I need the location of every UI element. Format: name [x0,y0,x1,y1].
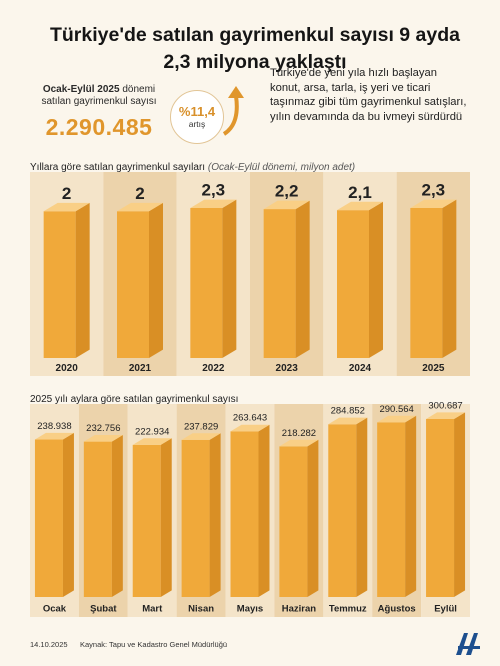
category-label: Eylül [434,603,457,614]
category-label: 2020 [56,363,79,374]
bar-side-2023 [295,200,310,358]
bar-value-label: 2,1 [348,183,372,202]
bar-top-Temmuz [328,417,368,425]
bar-2023 [263,209,296,358]
category-label: 2024 [349,363,372,374]
bar-Ocak [34,439,63,597]
bar-value-label: 222.934 [135,426,169,437]
kpi-value: 2.290.485 [45,114,153,140]
category-label: Temmuz [329,603,367,614]
category-label: Şubat [90,603,117,614]
bar-top-2024 [337,201,383,211]
bar-Mart [132,444,161,597]
headline-line-2: 2,3 milyona yaklaştı [163,51,347,73]
bar-side-Mart [160,438,172,597]
footer-source: Kaynak: Tapu ve Kadastro Genel Müdürlüğü [80,640,228,649]
headline: Türkiye'de satılan gayrimenkul sayısı 9 … [30,22,480,76]
bar-top-Haziran [279,439,319,447]
bar-value-label: 232.756 [86,423,120,434]
yearly-subtitle-text: (Ocak-Eylül dönemi, milyon adet) [207,162,356,173]
bar-side-2025 [442,199,457,358]
category-label: 2022 [202,363,225,374]
bar-Ağustos [377,422,406,597]
bar-top-Ağustos [377,415,417,423]
bar-top-Mart [132,438,172,445]
bar-value-label: 218.282 [282,428,316,439]
bar-top-Şubat [83,434,123,442]
kpi-label: Ocak-Eylül 2025 dönemi satılan gayrimenk… [30,84,168,108]
bar-top-Ocak [34,432,74,440]
bar-value-label: 284.852 [331,406,365,417]
bar-side-Nisan [209,433,221,597]
bar-value-label: 238.938 [37,421,71,432]
badge-label: artış [188,119,206,129]
headline-line-1: Türkiye'de satılan gayrimenkul sayısı 9 … [49,24,460,46]
bar-side-2020 [75,202,90,358]
category-label: 2021 [129,363,152,374]
bar-side-2021 [149,202,163,358]
category-label: 2023 [276,363,299,374]
yearly-chart: 2 2020 2 2021 2,3 2022 2,2 2023 2,1 2024 2,3 2025 [30,172,470,376]
bar-value-label: 2,2 [275,182,299,201]
kpi-label-line2: satılan gayrimenkul sayısı [41,96,157,107]
category-label: Ağustos [378,603,416,614]
bar-top-2021 [117,202,163,212]
bar-2021 [117,211,149,358]
bar-value-label: 300.687 [428,400,462,411]
kpi-box: Ocak-Eylül 2025 dönemi satılan gayrimenk… [30,84,168,142]
bar-top-Eylül [426,412,466,419]
bar-2025 [410,208,443,358]
bar-top-Mayıs [230,424,270,432]
bar-top-2023 [263,200,310,210]
description: Türkiye'de yeni yıla hızlı başlayan konu… [270,67,467,123]
bar-side-Haziran [307,439,319,597]
bar-Temmuz [328,424,357,597]
bar-Haziran [279,446,308,597]
increase-badge: %11,4 artış [170,90,224,144]
bar-Eylül [426,419,455,597]
bar-Mayıs [230,431,259,597]
bar-top-2025 [410,199,457,208]
category-label: Mart [142,603,163,614]
bar-value-label: 2 [62,184,71,203]
yearly-title-text: Yıllara göre satılan gayrimenkul sayılar… [30,162,206,173]
bar-side-Temmuz [356,417,368,597]
bar-value-label: 263.643 [233,413,267,424]
footer-date: 14.10.2025 [30,640,68,649]
bar-side-Mayıs [258,424,270,597]
bar-Şubat [83,441,112,597]
badge-percent: %11,4 [178,104,216,119]
bar-value-label: 237.829 [184,421,218,432]
bar-2022 [190,208,223,358]
bar-side-Ağustos [405,415,417,597]
bar-side-2022 [222,199,237,358]
bar-2020 [43,211,76,358]
yearly-chart-title: Yıllara göre satılan gayrimenkul sayılar… [30,162,355,173]
category-label: Nisan [188,603,214,614]
bar-2024 [337,210,369,358]
bar-side-Ocak [62,432,74,597]
monthly-chart-title: 2025 yılı aylara göre satılan gayrimenku… [30,394,239,405]
bar-value-label: 2,3 [422,181,446,200]
category-label: 2025 [422,363,445,374]
aa-logo-icon [456,633,480,655]
monthly-chart: 238.938 Ocak 232.756 Şubat 222.934 Mart 237.82… [30,400,470,617]
bar-value-label: 290.564 [379,404,413,415]
kpi-label-rest: dönemi [119,84,156,95]
bar-side-2024 [369,201,383,358]
category-label: Mayıs [237,603,263,614]
bar-value-label: 2 [135,184,144,203]
bar-top-2022 [190,199,237,208]
bar-value-label: 2,3 [202,181,226,200]
bar-Nisan [181,439,210,597]
bar-side-Şubat [111,434,123,597]
category-label: Haziran [282,603,317,614]
bar-top-2020 [43,202,90,212]
bar-top-Nisan [181,433,221,440]
bar-side-Eylül [454,412,466,597]
category-label: Ocak [43,603,67,614]
curved-up-arrow-icon [222,86,244,136]
kpi-label-bold: Ocak-Eylül 2025 [42,84,120,95]
